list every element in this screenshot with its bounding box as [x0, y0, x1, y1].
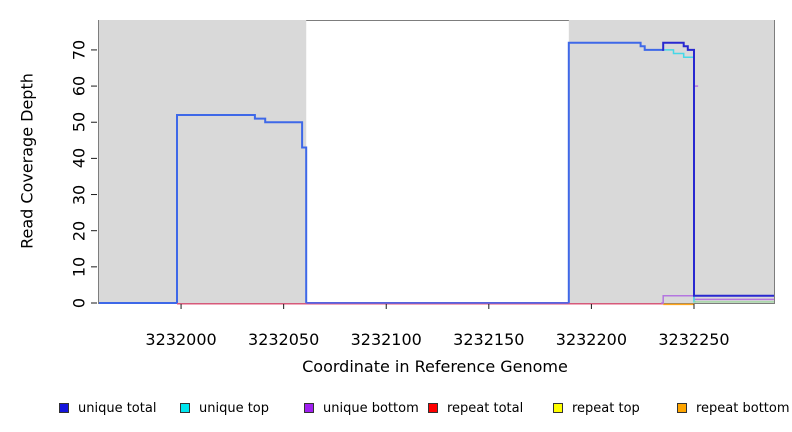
- shaded-region: [99, 20, 307, 303]
- x-tick-label: 3232150: [453, 330, 525, 349]
- y-tick-label: 20: [69, 220, 89, 241]
- x-axis-title: Coordinate in Reference Genome: [302, 357, 568, 376]
- y-tick-label: 40: [69, 148, 89, 169]
- legend-swatch-repeat-bottom: [677, 403, 687, 413]
- x-tick-label: 3232250: [658, 330, 730, 349]
- series-line-unique-total-main-: [99, 41, 664, 304]
- x-tick-label: 3232050: [248, 330, 320, 349]
- legend-label: repeat total: [447, 401, 524, 416]
- x-tick-label: 3232100: [350, 330, 422, 349]
- y-tick-label: 60: [69, 75, 89, 97]
- legend-label: repeat top: [572, 401, 640, 416]
- legend-label: unique top: [199, 401, 270, 416]
- y-tick-label: 30: [69, 184, 89, 205]
- legend-label: repeat bottom: [696, 401, 790, 416]
- x-tick-label: 3232200: [555, 330, 628, 349]
- y-axis-title: Read Coverage Depth: [17, 73, 37, 249]
- series-line-unique-bottom: [661, 295, 774, 304]
- legend-swatch-unique-bottom: [304, 403, 314, 413]
- legend-swatch-repeat-top: [553, 403, 563, 413]
- legend-label: unique total: [78, 401, 157, 416]
- y-tick-label: 10: [69, 256, 89, 278]
- series-line-unique-total-dark-: [662, 41, 774, 297]
- x-tick-label: 3232000: [145, 330, 217, 349]
- legend-label: unique bottom: [323, 401, 419, 416]
- y-tick-label: 70: [69, 39, 89, 61]
- y-tick-label: 0: [69, 297, 89, 309]
- legend-swatch-repeat-total: [428, 403, 438, 413]
- y-tick-label: 50: [69, 112, 89, 133]
- plot-canvas: [91, 20, 774, 309]
- legend-swatch-unique-top: [180, 403, 190, 413]
- shaded-region: [568, 20, 774, 303]
- legend-swatch-unique-total: [59, 403, 69, 413]
